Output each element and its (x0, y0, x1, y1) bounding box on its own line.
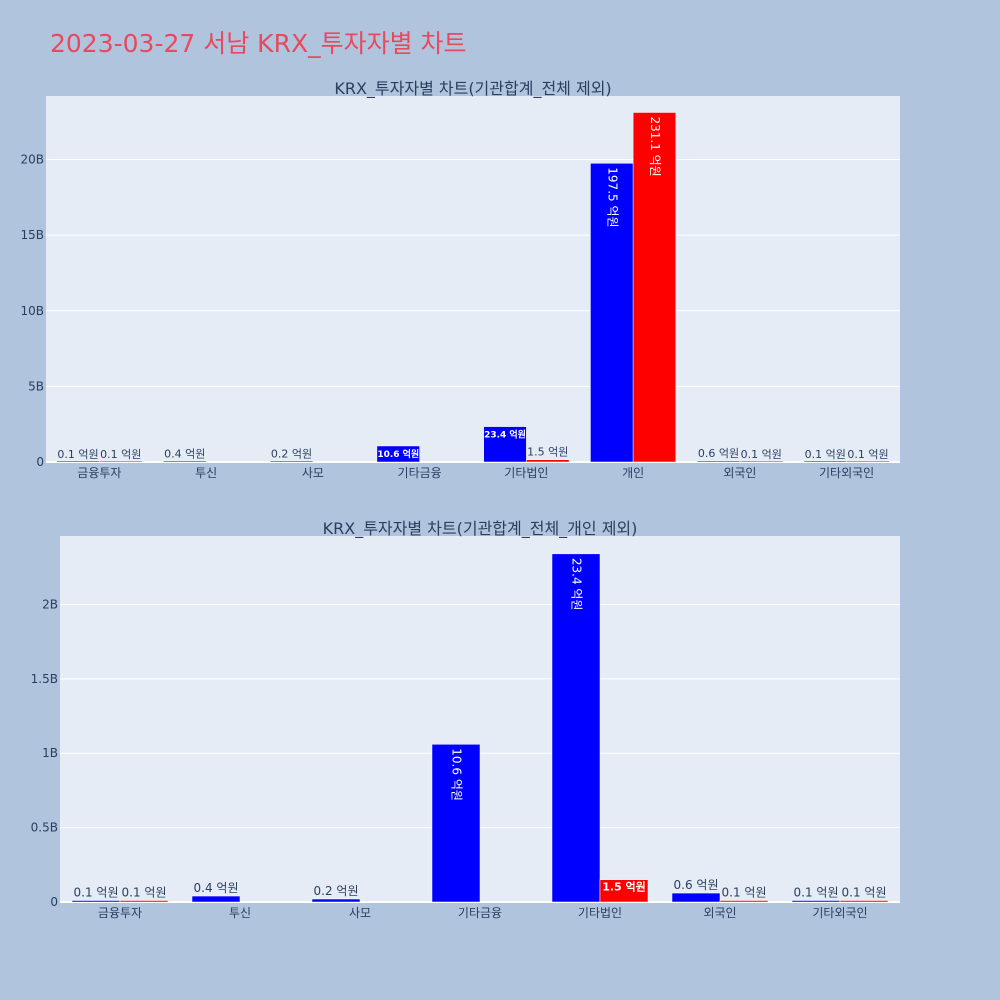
bar (803, 460, 847, 463)
y-tick-label: 10B (20, 304, 44, 318)
x-tick-label: 기타외국인 (819, 466, 874, 480)
y-tick-label: 2B (42, 597, 58, 611)
bar (551, 553, 601, 903)
bar (99, 460, 143, 463)
x-tick-label: 금융투자 (77, 466, 121, 480)
data-label: 0.6 억원 (698, 447, 739, 460)
x-tick-label: 외국인 (703, 906, 736, 920)
y-tick-label: 0 (36, 455, 44, 469)
data-label: 197.5 억원 (605, 167, 619, 227)
x-tick-label: 금융투자 (98, 906, 142, 920)
x-tick-label: 투신 (195, 466, 217, 480)
plot-area (46, 96, 900, 462)
data-label: 0.6 억원 (674, 878, 719, 892)
data-label: 0.4 억원 (164, 447, 205, 460)
bar (311, 898, 361, 903)
data-label: 0.1 억원 (842, 886, 887, 900)
bar (839, 900, 889, 903)
bar (739, 460, 783, 463)
bar (163, 460, 207, 463)
data-label: 1.5 억원 (527, 446, 568, 459)
data-label: 0.1 억원 (794, 886, 839, 900)
bar (71, 900, 121, 903)
bar (269, 460, 314, 463)
data-label: 231.1 억원 (648, 116, 662, 176)
data-label: 0.2 억원 (271, 448, 312, 461)
bar (526, 459, 570, 463)
x-tick-label: 외국인 (723, 466, 756, 480)
page-title: 2023-03-27 서남 KRX_투자자별 차트 (50, 29, 467, 58)
x-tick-label: 투신 (229, 906, 251, 920)
bar (56, 460, 100, 463)
bar (846, 460, 890, 463)
y-tick-label: 0.5B (31, 821, 58, 835)
data-label: 23.4 억원 (570, 558, 584, 611)
data-label: 0.1 억원 (57, 448, 98, 461)
x-tick-label: 기타법인 (504, 466, 548, 480)
y-tick-label: 1B (42, 746, 58, 760)
bar (791, 900, 841, 903)
bar (483, 426, 527, 463)
bar (632, 112, 677, 463)
y-tick-label: 0 (50, 895, 58, 909)
data-label: 0.1 억원 (74, 886, 119, 900)
data-label: 10.6 억원 (377, 448, 419, 460)
bar (119, 900, 169, 903)
y-tick-label: 1.5B (31, 672, 58, 686)
y-tick-label: 20B (20, 153, 44, 167)
x-tick-label: 사모 (349, 906, 371, 920)
data-label: 23.4 억원 (484, 429, 526, 441)
x-tick-label: 기타금융 (398, 466, 442, 480)
bar (671, 892, 721, 903)
bar (719, 900, 769, 903)
bar (599, 879, 649, 903)
bar (376, 445, 420, 463)
bar (696, 460, 741, 463)
data-label: 0.1 억원 (847, 448, 888, 461)
chart-title: KRX_투자자별 차트(기관합계_전체_개인 제외) (323, 519, 638, 539)
data-label: 0.1 억원 (741, 448, 782, 461)
x-tick-label: 기타법인 (578, 906, 622, 920)
data-label: 1.5 억원 (602, 880, 646, 894)
bar (191, 895, 241, 903)
x-tick-label: 사모 (302, 466, 324, 480)
data-label: 0.2 억원 (314, 884, 359, 898)
data-label: 0.1 억원 (722, 886, 767, 900)
y-tick-label: 15B (20, 228, 44, 242)
bar (431, 744, 481, 903)
x-tick-label: 기타금융 (458, 906, 502, 920)
chart-bottom: 0 0.5B 1B 1.5B 2B KRX_투자자별 차트(기관합계_전체_개인 제외) 금… (31, 519, 900, 920)
chart-title: KRX_투자자별 차트(기관합계_전체 제외) (334, 79, 611, 99)
data-label: 10.6 억원 (450, 748, 464, 801)
x-tick-label: 기타외국인 (812, 906, 867, 920)
data-label: 0.4 억원 (194, 881, 239, 895)
data-label: 0.1 억원 (100, 448, 141, 461)
bar (590, 163, 634, 463)
data-label: 0.1 억원 (122, 886, 167, 900)
x-tick-label: 개인 (622, 466, 644, 480)
y-tick-label: 5B (28, 379, 44, 393)
data-label: 0.1 억원 (805, 448, 846, 461)
chart-top: 0 5B 10B 15B 20B KRX_투자자별 차트(기관합계_전체 제외) 금융투자 0… (20, 79, 900, 480)
